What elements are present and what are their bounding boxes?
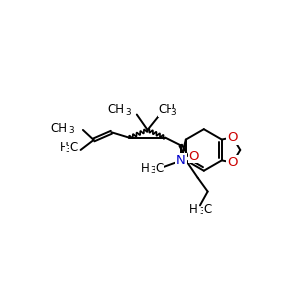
- Text: H: H: [189, 203, 198, 216]
- Text: N: N: [176, 154, 186, 167]
- Text: H: H: [60, 141, 69, 154]
- Text: CH: CH: [158, 103, 176, 116]
- Text: 3: 3: [151, 166, 156, 175]
- Text: C: C: [204, 203, 212, 216]
- Text: C: C: [70, 141, 78, 154]
- Text: 3: 3: [65, 146, 71, 154]
- Text: 3: 3: [125, 108, 131, 117]
- Text: O: O: [227, 156, 238, 169]
- Text: C: C: [155, 162, 164, 175]
- Text: 3: 3: [171, 108, 176, 117]
- Text: O: O: [227, 131, 238, 144]
- Text: 3: 3: [199, 207, 205, 216]
- Text: 3: 3: [68, 126, 74, 135]
- Text: CH: CH: [50, 122, 68, 135]
- Text: CH: CH: [107, 103, 124, 116]
- Text: H: H: [141, 162, 150, 175]
- Text: O: O: [188, 150, 199, 163]
